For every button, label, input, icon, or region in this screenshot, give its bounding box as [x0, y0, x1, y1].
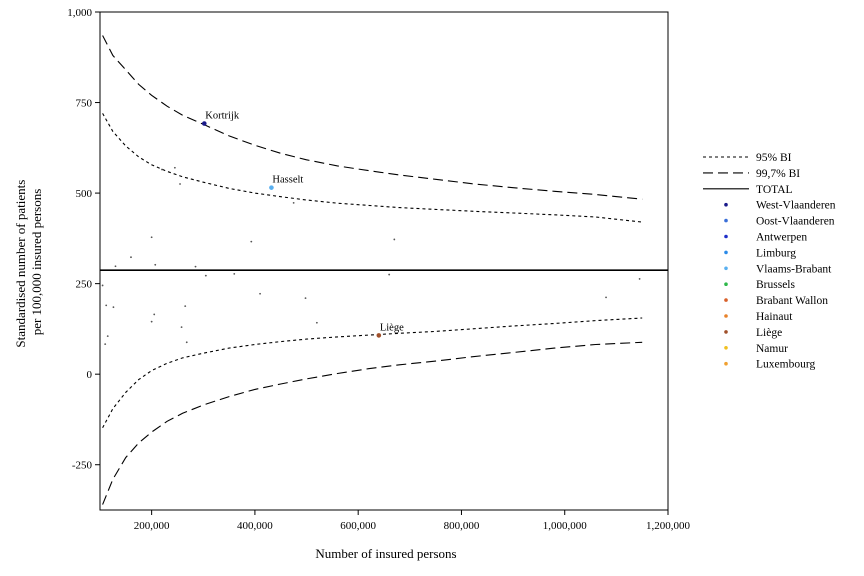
- data-point: [173, 166, 176, 169]
- legend-entry: Oost-Vlaanderen: [756, 216, 835, 228]
- x-tick-label: 600,000: [340, 520, 376, 532]
- data-point: [194, 265, 197, 268]
- data-point: [150, 236, 153, 239]
- legend-dot-swatch: [724, 314, 728, 318]
- data-point: [304, 297, 307, 300]
- ci997-lower-curve: [102, 341, 643, 505]
- data-point: [180, 326, 183, 328]
- data-point: [105, 304, 108, 307]
- data-point: [250, 240, 253, 243]
- point-label: Kortrijk: [205, 111, 240, 122]
- y-axis-label-line-2: per 100,000 insured persons: [29, 189, 44, 336]
- x-axis-label: Number of insured persons: [315, 546, 456, 561]
- legend-entry: Antwerpen: [756, 232, 807, 244]
- data-point: [112, 306, 115, 309]
- data-point: [376, 333, 382, 338]
- legend-dot-swatch: [724, 282, 728, 287]
- point-label: Liège: [380, 322, 404, 333]
- x-tick-label: 1,000,000: [543, 520, 588, 532]
- legend-dot-swatch: [724, 298, 728, 302]
- legend-entry: Namur: [756, 343, 788, 355]
- legend-dot-swatch: [724, 361, 728, 366]
- y-tick-label: 250: [76, 279, 93, 291]
- data-point: [104, 343, 107, 346]
- legend-entry: 95% BI: [756, 152, 792, 164]
- legend-entry: TOTAL: [756, 184, 793, 196]
- y-tick-label: 750: [76, 98, 93, 110]
- legend-dot-swatch: [724, 202, 728, 207]
- y-axis-label: Standardised number of patients per 100,…: [13, 176, 44, 347]
- data-point: [269, 185, 274, 190]
- legend-entry: Brabant Wallon: [756, 295, 828, 307]
- y-tick-label: 1,000: [67, 7, 92, 19]
- data-point: [154, 263, 157, 266]
- data-point: [179, 183, 181, 185]
- y-tick-label: -250: [72, 460, 93, 472]
- legend-entry: 99,7% BI: [756, 168, 800, 180]
- data-point: [204, 274, 207, 277]
- data-point: [605, 296, 607, 299]
- data-point: [153, 313, 156, 316]
- legend-dot-swatch: [724, 330, 728, 334]
- legend-entry: Luxembourg: [756, 359, 815, 371]
- data-point: [388, 273, 391, 276]
- ci95-lower-curve: [102, 317, 643, 429]
- data-point: [638, 278, 641, 280]
- data-point: [292, 201, 295, 204]
- data-point: [150, 320, 153, 323]
- ci997-upper-curve: [102, 35, 643, 200]
- data-point: [130, 256, 132, 259]
- axes: 1,000 750 500 250 0 -250 200,000 400,000 600,000…: [67, 7, 690, 532]
- data-point: [259, 292, 261, 295]
- legend-entry: Hainaut: [756, 311, 793, 323]
- legend-dot-swatch: [724, 266, 728, 271]
- plot-area: Kortrijk Hasselt Liège: [99, 11, 669, 511]
- legend-dot-swatch: [724, 346, 728, 350]
- x-tick-label: 800,000: [444, 520, 480, 532]
- data-point: [114, 265, 117, 268]
- y-tick-label: 0: [87, 369, 93, 381]
- legend: 95% BI 99,7% BI TOTAL West-Vlaanderen Oost-V…: [703, 152, 836, 371]
- data-point: [233, 272, 236, 275]
- ci95-upper-curve: [102, 113, 643, 223]
- point-label: Hasselt: [272, 175, 303, 186]
- legend-dot-swatch: [724, 218, 728, 223]
- legend-dot-swatch: [724, 234, 728, 239]
- legend-entry: Vlaams-Brabant: [756, 263, 832, 275]
- data-point: [106, 335, 109, 338]
- data-point: [393, 238, 396, 241]
- data-point: [202, 121, 207, 126]
- legend-dot-swatch: [724, 250, 728, 255]
- data-point: [161, 168, 163, 171]
- data-point: [315, 321, 318, 324]
- legend-entry: Liège: [756, 327, 782, 339]
- y-axis-label-line-1: Standardised number of patients: [13, 180, 28, 348]
- legend-entry: Limburg: [756, 247, 796, 259]
- y-tick-label: 500: [76, 188, 93, 200]
- plot-frame: [99, 11, 669, 511]
- x-tick-label: 200,000: [134, 520, 170, 532]
- x-tick-label: 400,000: [237, 520, 273, 532]
- legend-entry: West-Vlaanderen: [756, 200, 836, 212]
- data-point: [184, 305, 187, 307]
- legend-entry: Brussels: [756, 279, 796, 291]
- x-tick-label: 1,200,000: [646, 520, 691, 532]
- data-point: [101, 284, 104, 287]
- data-point: [185, 341, 188, 344]
